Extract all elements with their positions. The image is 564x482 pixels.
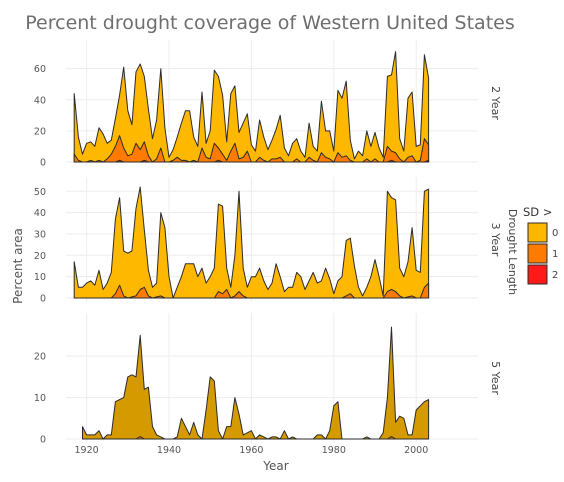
y-tick-label: 40: [34, 208, 46, 219]
y-tick-label: 20: [34, 251, 46, 262]
panel-1: 0 20 40 60 2 Year: [34, 40, 502, 169]
panels: 0 20 40 60 2 Year 0 10 20 30 40 50 3 Year 0 10 20 5 Yea…: [34, 40, 502, 446]
x-axis-label: Year: [262, 459, 288, 473]
y-tick-label: 30: [34, 229, 46, 240]
legend-side-label: Drought Length: [506, 209, 519, 295]
facet-strip-label: 5 Year: [489, 361, 502, 395]
facet-strip-label: 3 Year: [489, 223, 502, 257]
panel-2: 0 10 20 30 40 50 3 Year: [34, 177, 502, 305]
x-tick-label: 2000: [404, 445, 428, 456]
legend-label: 2: [552, 270, 558, 281]
y-tick-label: 40: [34, 95, 46, 106]
y-tick-label: 10: [34, 393, 46, 404]
panel-3: 0 10 20 5 Year: [34, 313, 502, 446]
y-tick-label: 60: [34, 64, 46, 75]
y-tick-label: 50: [34, 187, 46, 198]
x-tick-label: 1980: [322, 445, 346, 456]
y-tick-label: 10: [34, 272, 46, 283]
legend-title: SD >: [523, 205, 552, 219]
area-series-0: [73, 51, 430, 163]
legend-key-0: [527, 222, 548, 243]
y-tick-label: 20: [34, 352, 46, 363]
x-axis: 1920 1940 1960 1980 2000: [75, 445, 429, 456]
legend-label: 1: [552, 249, 558, 260]
y-axis-label: Percent area: [11, 228, 25, 304]
area-series-0: [82, 326, 430, 440]
x-tick-label: 1960: [239, 445, 263, 456]
area-series-0: [73, 186, 430, 299]
x-tick-label: 1920: [75, 445, 99, 456]
legend-label: 0: [552, 228, 558, 239]
y-tick-label: 0: [40, 294, 46, 305]
facet-strip-label: 2 Year: [489, 86, 502, 120]
legend-key-2: [527, 264, 548, 285]
area-series-2: [73, 159, 430, 163]
y-tick-label: 20: [34, 126, 46, 137]
legend: SD > Drought Length 0 1 2: [506, 205, 558, 295]
y-tick-label: 0: [40, 158, 46, 169]
chart-title: Percent drought coverage of Western Unit…: [25, 12, 514, 34]
y-tick-label: 0: [40, 435, 46, 446]
legend-key-1: [527, 243, 548, 264]
x-tick-label: 1940: [157, 445, 181, 456]
area-series-1: [73, 282, 430, 299]
